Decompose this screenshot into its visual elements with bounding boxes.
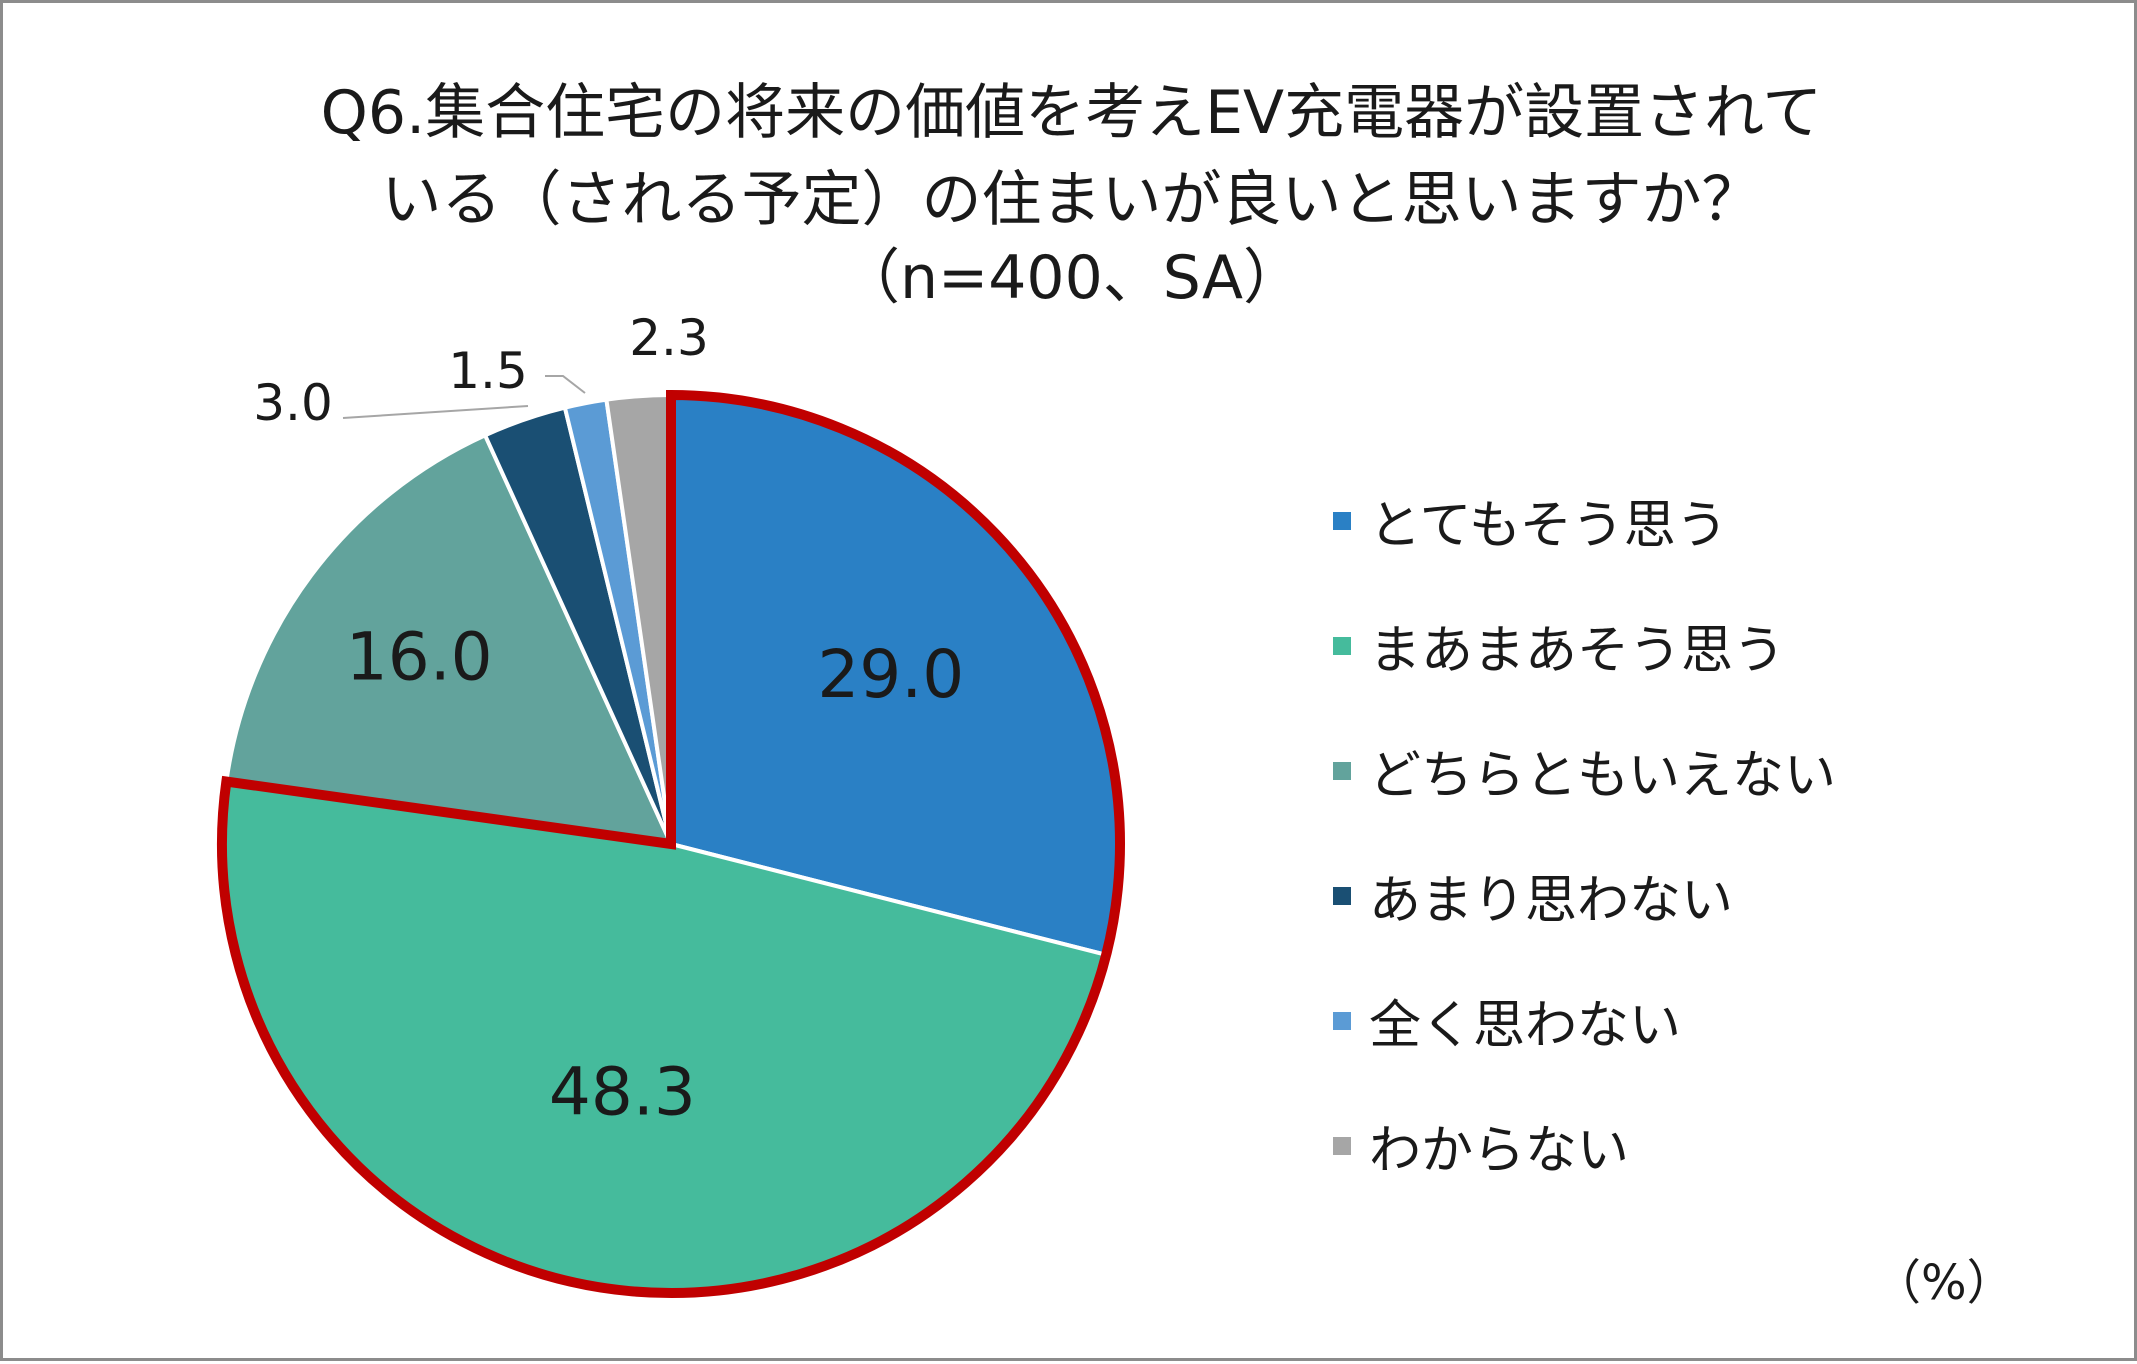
highlight-outline xyxy=(217,389,1125,1298)
data-label-2: 48.3 xyxy=(549,1054,696,1131)
legend-label-1: とてもそう思う xyxy=(1369,496,1728,556)
legend-label-2: まあまあそう思う xyxy=(1369,621,1786,681)
data-label-5: 1.5 xyxy=(448,342,528,400)
legend-label-6: わからない xyxy=(1369,1121,1630,1181)
leader-line-4 xyxy=(342,405,529,419)
legend-label-4: あまり思わない xyxy=(1369,871,1734,931)
legend-swatch-2 xyxy=(1333,636,1351,655)
chart-title-line-3: （n=400、SA） xyxy=(839,243,1304,313)
unit-label: （%） xyxy=(1873,1255,2015,1311)
legend-swatch-3 xyxy=(1333,761,1351,780)
legend-item-2: まあまあそう思う xyxy=(1333,583,1836,708)
legend-swatch-5 xyxy=(1333,1011,1351,1030)
leader-line-5 xyxy=(545,375,586,394)
data-label-6: 2.3 xyxy=(629,309,709,367)
legend-item-3: どちらともいえない xyxy=(1333,708,1836,833)
pie-slice-3 xyxy=(224,433,673,846)
data-label-4: 3.0 xyxy=(253,374,333,432)
legend-swatch-1 xyxy=(1333,511,1351,530)
chart-title-line-2: いる（される予定）の住まいが良いと思いますか？ xyxy=(381,165,1762,235)
pie-chart: 29.0 48.3 16.0 3.0 1.5 2.3 xyxy=(217,309,1125,1298)
legend-item-6: わからない xyxy=(1333,1083,1836,1208)
legend-item-5: 全く思わない xyxy=(1333,958,1836,1083)
data-label-1: 29.0 xyxy=(817,636,964,713)
legend-item-4: あまり思わない xyxy=(1333,833,1836,958)
legend-label-5: 全く思わない xyxy=(1369,996,1682,1056)
legend-item-1: とてもそう思う xyxy=(1333,458,1836,583)
legend-swatch-4 xyxy=(1333,886,1351,905)
legend-label-3: どちらともいえない xyxy=(1369,746,1836,806)
chart-title-line-1: Q6.集合住宅の将来の価値を考えEV充電器が設置されて xyxy=(320,78,1823,148)
legend-swatch-6 xyxy=(1333,1136,1351,1155)
data-label-3: 16.0 xyxy=(346,619,493,696)
chart-legend: とてもそう思う まあまあそう思う どちらともいえない あまり思わない 全く思わない わから… xyxy=(1333,458,1836,1208)
